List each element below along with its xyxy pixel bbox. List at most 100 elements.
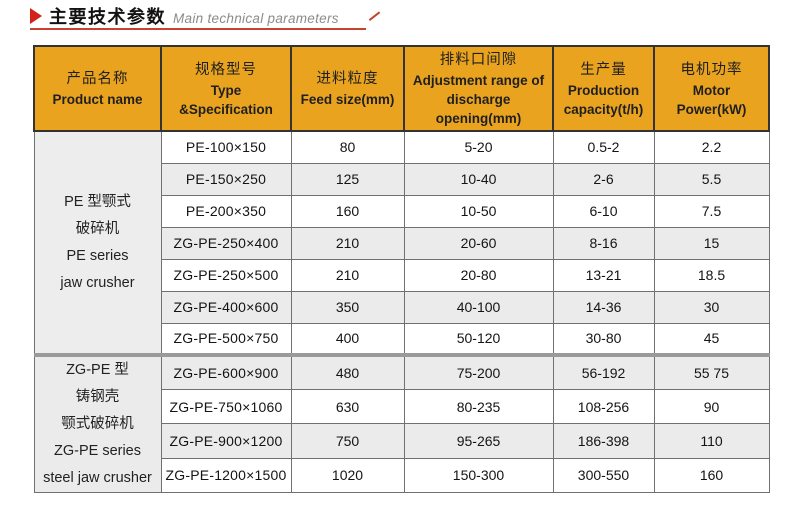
cell-production-capacity: 14-36 <box>552 290 655 324</box>
right-triangle-icon <box>30 8 42 24</box>
column-header-en: Adjustment range of discharge opening(mm… <box>412 73 545 126</box>
cell-discharge-opening: 10-40 <box>403 162 554 196</box>
column-header-production-capacity: 生产量 Production capacity(t/h) <box>552 45 655 132</box>
column-header-zh: 规格型号 <box>195 61 257 78</box>
column-header-zh: 排料口间隙 <box>439 52 518 68</box>
cell-production-capacity: 2-6 <box>552 162 655 196</box>
page-title-zh: 主要技术参数 <box>49 7 166 27</box>
cell-feed-size: 160 <box>290 194 405 228</box>
product-name-line: 破碎机 <box>75 220 120 237</box>
cell-type-specification: PE-200×350 <box>160 194 292 228</box>
cell-type-specification: ZG-PE-400×600 <box>160 290 292 324</box>
cell-type-specification: ZG-PE-1200×1500 <box>160 457 292 494</box>
column-header-en: Type &Specification <box>179 82 273 117</box>
cell-production-capacity: 186-398 <box>552 423 655 459</box>
cell-discharge-opening: 10-50 <box>403 194 554 228</box>
column-header-zh: 进料粒度 <box>316 71 379 87</box>
column-header-product-name: 产品名称 Product name <box>33 45 162 132</box>
cell-type-specification: ZG-PE-750×1060 <box>160 388 292 425</box>
cell-type-specification: ZG-PE-250×400 <box>160 226 292 260</box>
cell-motor-power: 110 <box>653 423 770 459</box>
cell-discharge-opening: 5-20 <box>403 130 554 164</box>
cell-feed-size: 480 <box>290 352 405 390</box>
cell-motor-power: 90 <box>653 388 770 425</box>
cell-type-specification: ZG-PE-600×900 <box>160 352 292 390</box>
cell-motor-power: 7.5 <box>653 194 770 228</box>
cell-discharge-opening: 75-200 <box>403 352 554 390</box>
cell-discharge-opening: 95-265 <box>403 423 554 459</box>
cell-motor-power: 5.5 <box>653 162 770 196</box>
page-title-en: Main technical parameters <box>173 10 339 26</box>
table-row: PE 型颚式 破碎机 PE series jaw crusher PE-100×150 8… <box>33 130 770 356</box>
cell-feed-size: 750 <box>290 423 405 459</box>
cell-feed-size: 125 <box>290 162 405 196</box>
cell-motor-power: 160 <box>653 457 770 494</box>
table-row: ZG-PE-250×400 210 20-60 8-16 15 <box>34 226 770 260</box>
cell-type-specification: PE-100×150 <box>160 130 292 164</box>
cell-feed-size: 400 <box>290 322 405 356</box>
cell-feed-size: 210 <box>290 226 405 260</box>
cell-production-capacity: 6-10 <box>552 194 655 228</box>
cell-production-capacity: 300-550 <box>552 457 655 494</box>
cell-production-capacity: 8-16 <box>552 226 655 260</box>
cell-motor-power: 45 <box>653 322 770 356</box>
product-name-line: steel jaw crusher <box>43 470 152 486</box>
cell-feed-size: 210 <box>290 258 405 292</box>
cell-discharge-opening: 40-100 <box>403 290 554 324</box>
cell-product-name: ZG-PE 型铸钢壳颚式破碎机 ZG-PE series steel jaw cru… <box>33 353 162 493</box>
cell-motor-power: 2.2 <box>653 130 770 164</box>
table-row: ZG-PE-400×600 350 40-100 14-36 30 <box>34 290 770 324</box>
product-name-line: ZG-PE series <box>53 443 141 459</box>
cell-motor-power: 55 75 <box>653 352 770 390</box>
cell-production-capacity: 30-80 <box>552 322 655 356</box>
table-row: ZG-PE-750×1060 630 80-235 108-256 90 <box>34 388 770 425</box>
product-name-line: PE 型颚式 <box>64 193 131 210</box>
cell-type-specification: ZG-PE-250×500 <box>160 258 292 292</box>
cell-motor-power: 30 <box>653 290 770 324</box>
technical-parameters-table: 产品名称 Product name 规格型号 Type &Specification 进… <box>33 45 770 494</box>
table-row: ZG-PE-250×500 210 20-80 13-21 18.5 <box>34 258 770 292</box>
column-header-zh: 电机功率 <box>680 61 743 78</box>
cell-feed-size: 350 <box>290 290 405 324</box>
cell-discharge-opening: 20-60 <box>403 226 554 260</box>
column-header-zh: 产品名称 <box>66 71 129 87</box>
cell-discharge-opening: 50-120 <box>403 322 554 356</box>
cell-feed-size: 80 <box>290 130 405 164</box>
cell-feed-size: 630 <box>290 388 405 425</box>
cell-type-specification: ZG-PE-900×1200 <box>160 423 292 459</box>
cell-production-capacity: 108-256 <box>552 388 655 425</box>
column-header-motor-power: 电机功率 Motor Power(kW) <box>653 45 770 132</box>
table-row: PE-200×350 160 10-50 6-10 7.5 <box>34 194 770 228</box>
table-row: ZG-PE-1200×1500 1020 150-300 300-550 160 <box>34 457 770 494</box>
header-row: 产品名称 Product name 规格型号 Type &Specification 进… <box>33 45 770 132</box>
column-header-zh: 生产量 <box>580 61 627 78</box>
cell-product-name: PE 型颚式 破碎机 PE series jaw crusher <box>33 130 162 356</box>
cell-type-specification: PE-150×250 <box>160 162 292 196</box>
column-header-en: Motor Power(kW) <box>676 82 747 117</box>
table-row: ZG-PE-900×1200 750 95-265 186-398 110 <box>34 423 770 459</box>
product-name-line: 铸钢壳 <box>75 389 120 405</box>
title-underline <box>30 28 366 30</box>
product-name-line: jaw crusher <box>60 274 135 291</box>
column-header-en: Feed size(mm) <box>300 92 395 107</box>
table-row: ZG-PE-500×750 400 50-120 30-80 45 <box>34 322 770 356</box>
cell-motor-power: 15 <box>653 226 770 260</box>
table-row: ZG-PE 型铸钢壳颚式破碎机 ZG-PE series steel jaw cru… <box>33 352 770 493</box>
product-name-line: ZG-PE 型 <box>66 362 129 378</box>
product-name-line: 颚式破碎机 <box>61 416 134 432</box>
column-header-type-specification: 规格型号 Type &Specification <box>160 45 292 132</box>
column-header-en: Product name <box>52 92 143 107</box>
table-body: PE 型颚式 破碎机 PE series jaw crusher PE-100×150 8… <box>33 130 770 494</box>
cell-discharge-opening: 80-235 <box>403 388 554 425</box>
cell-type-specification: ZG-PE-500×750 <box>160 322 292 356</box>
column-header-discharge-opening: 排料口间隙 Adjustment range of discharge openi… <box>403 45 554 132</box>
column-header-feed-size: 进料粒度 Feed size(mm) <box>290 45 405 132</box>
cell-feed-size: 1020 <box>290 457 405 494</box>
cell-discharge-opening: 150-300 <box>403 457 554 494</box>
page-title: 主要技术参数 Main technical parameters <box>30 3 339 29</box>
cell-production-capacity: 13-21 <box>552 258 655 292</box>
title-underline-hook <box>368 11 381 21</box>
cell-motor-power: 18.5 <box>653 258 770 292</box>
product-name-line: PE series <box>66 247 129 264</box>
column-header-en: Production capacity(t/h) <box>563 82 644 117</box>
